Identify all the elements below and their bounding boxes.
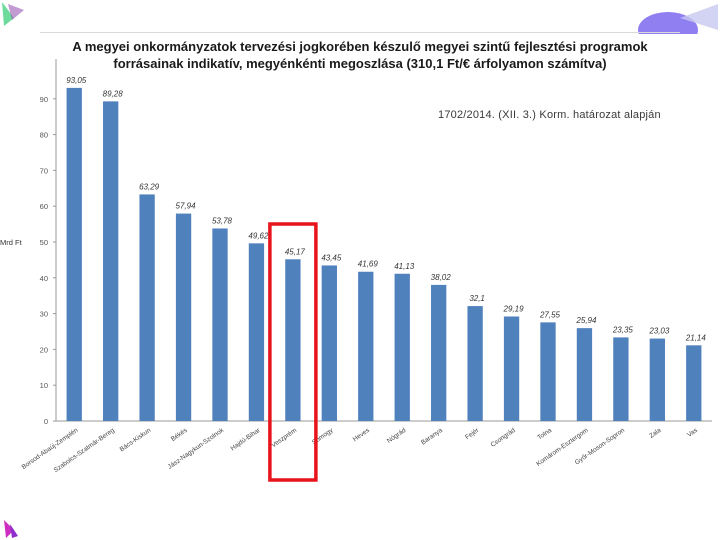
bar	[686, 345, 702, 421]
bar	[394, 273, 410, 421]
category-label: Szabolcs-Szatmár-Bereg	[53, 427, 117, 474]
y-tick-label: 40	[40, 274, 48, 283]
highlight-box	[268, 222, 318, 482]
chart-overlay	[268, 222, 318, 482]
category-label: Bács-Kiskun	[119, 427, 153, 454]
y-tick-label: 10	[40, 381, 48, 390]
bar	[66, 87, 82, 422]
y-tick-label: 90	[40, 95, 48, 104]
data-label: 38,02	[431, 273, 452, 282]
data-label: 29,19	[503, 304, 525, 313]
bar	[248, 243, 265, 421]
bar	[503, 316, 520, 421]
category-label: Csongrád	[490, 427, 517, 449]
category-label: Tolna	[536, 427, 553, 442]
y-tick-label: 60	[40, 202, 48, 211]
data-label: 63,29	[139, 182, 160, 191]
bar	[431, 284, 447, 421]
data-label: 32,1	[469, 294, 485, 303]
header-divider	[40, 32, 680, 33]
category-label: Heves	[352, 426, 372, 443]
data-label: 53,78	[212, 216, 233, 225]
chart-axes: 0 10 20 30 40 50 60 70 80 90 Mrd Ft	[0, 59, 712, 426]
chart-title: A megyei onkormányzatok tervezési jogkor…	[60, 38, 660, 72]
category-label: Veszprém	[270, 427, 298, 449]
y-tick-label: 0	[44, 417, 48, 426]
data-label: 45,17	[285, 247, 306, 256]
data-label: 43,45	[321, 253, 342, 262]
data-label: 89,28	[103, 89, 124, 98]
chart-title-line1: A megyei onkormányzatok tervezési jogkor…	[72, 39, 648, 54]
chart-subtitle: 1702/2014. (XII. 3.) Korm. határozat ala…	[438, 109, 661, 121]
data-label: 23,03	[648, 327, 670, 336]
bar	[175, 213, 192, 421]
data-label: 23,35	[612, 325, 634, 334]
category-label: Zala	[648, 427, 663, 440]
data-label: 41,13	[394, 262, 415, 271]
y-axis-label: Mrd Ft	[0, 238, 23, 247]
corner-decoration-left	[2, 2, 24, 26]
y-tick-label: 80	[40, 131, 48, 140]
bar	[576, 328, 593, 421]
chart-title-line2: forrásainak indikatív, megyénkénti megos…	[113, 56, 607, 71]
bar	[139, 194, 155, 421]
bar	[103, 101, 119, 422]
bar	[321, 265, 337, 421]
bar	[212, 228, 228, 421]
data-label: 49,62	[248, 231, 269, 240]
corner-decoration-right	[638, 4, 718, 34]
category-label: Fejér	[464, 426, 481, 441]
y-tick-label: 50	[40, 238, 48, 247]
data-label: 41,69	[358, 260, 379, 269]
data-label: 25,94	[575, 316, 597, 325]
corner-decoration-bottom	[4, 520, 18, 538]
category-label: Hajdú-Bihar	[229, 426, 262, 452]
y-tick-label: 30	[40, 310, 48, 319]
category-label: Vas	[686, 426, 699, 438]
category-label: Békés	[170, 426, 189, 443]
data-label: 27,55	[539, 310, 561, 319]
chart-bars	[66, 87, 702, 422]
category-label: Baranya	[420, 427, 444, 447]
category-label: Borsod-Abaúj-Zemplén	[21, 427, 80, 471]
data-label: 57,94	[176, 202, 197, 211]
data-label: 93,05	[66, 76, 87, 85]
data-label: 21,14	[685, 333, 707, 342]
bar	[613, 337, 629, 421]
bar	[358, 271, 374, 421]
bar	[540, 322, 556, 421]
category-label: Nógrád	[386, 427, 408, 445]
y-tick-label: 20	[40, 345, 48, 354]
bar	[649, 338, 665, 421]
bar	[285, 259, 301, 421]
bar	[467, 306, 483, 421]
y-tick-label: 70	[40, 166, 48, 175]
